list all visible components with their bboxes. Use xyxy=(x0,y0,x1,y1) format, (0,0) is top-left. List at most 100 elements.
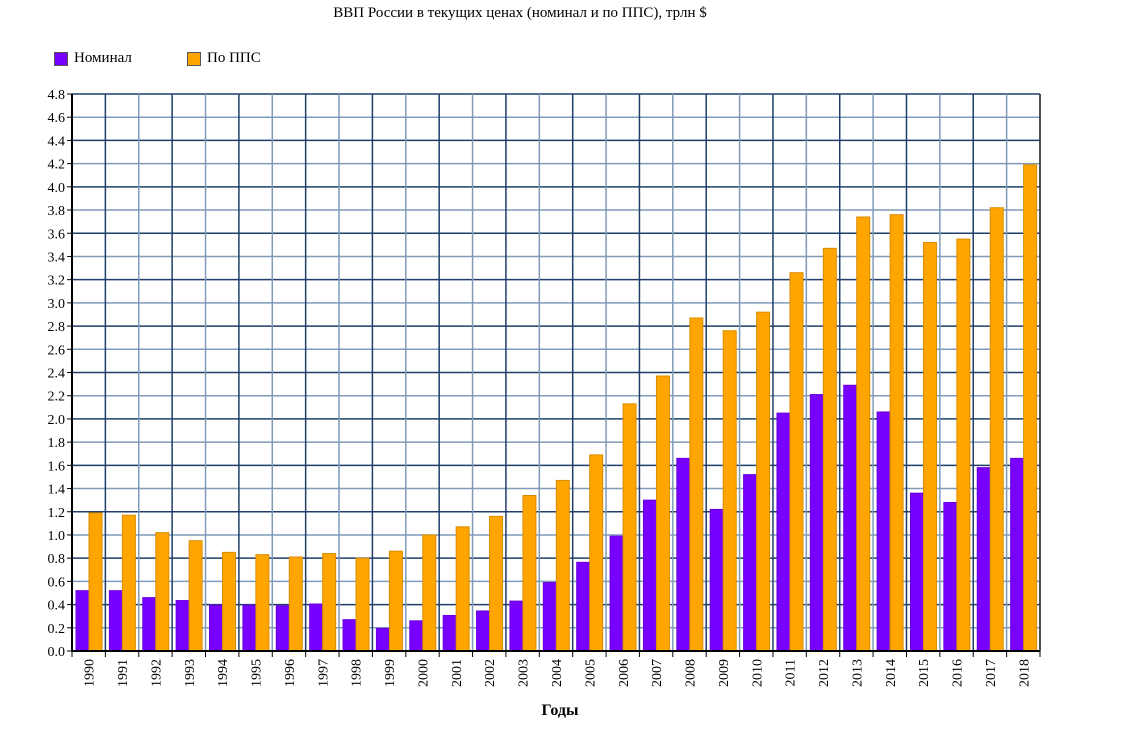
bar-ppp-2013 xyxy=(856,216,871,652)
y-tick-label: 1.4 xyxy=(48,483,66,498)
x-axis-label: Годы xyxy=(541,702,579,719)
y-tick-label: 0.6 xyxy=(48,575,66,590)
x-tick-label: 2001 xyxy=(450,659,465,687)
bar-ppp-2014 xyxy=(889,214,904,652)
y-tick-label: 3.2 xyxy=(48,274,66,289)
legend-label-ppp: По ППС xyxy=(207,50,261,66)
bar-ppp-1992 xyxy=(155,532,170,652)
chart-title: ВВП России в текущих ценах (номинал и по… xyxy=(333,5,707,21)
bar-ppp-2004 xyxy=(555,479,570,652)
x-tick-label: 2011 xyxy=(784,659,799,686)
bar-ppp-1999 xyxy=(388,550,403,652)
bar-ppp-2018 xyxy=(1023,164,1038,652)
bar-ppp-2012 xyxy=(822,247,837,652)
y-tick-label: 0.2 xyxy=(48,622,66,637)
legend-swatch-ppp xyxy=(187,51,201,66)
bar-ppp-2001 xyxy=(455,526,470,652)
bar-ppp-2009 xyxy=(722,330,737,652)
y-tick-label: 4.0 xyxy=(48,181,66,196)
x-tick-label: 2006 xyxy=(617,659,632,687)
x-tick-label: 1994 xyxy=(216,659,231,687)
bar-nominal-2007 xyxy=(642,499,657,652)
x-tick-label: 2016 xyxy=(951,659,966,687)
bar-ppp-2015 xyxy=(922,242,937,652)
x-tick-label: 2005 xyxy=(583,659,598,687)
legend-item-nominal: Номинал xyxy=(54,50,132,67)
bar-nominal-2018 xyxy=(1010,457,1025,652)
bar-nominal-2002 xyxy=(476,610,491,652)
bar-nominal-1994 xyxy=(209,604,224,652)
x-tick-label: 2012 xyxy=(817,659,832,687)
x-tick-label: 2002 xyxy=(483,659,498,687)
bar-nominal-2013 xyxy=(843,384,858,652)
x-tick-label: 2004 xyxy=(550,659,565,687)
bar-nominal-2009 xyxy=(709,508,724,652)
bar-ppp-2016 xyxy=(956,238,971,652)
x-tick-label: 2000 xyxy=(416,659,431,687)
bar-nominal-1990 xyxy=(75,590,90,652)
x-tick-label: 2007 xyxy=(650,659,665,687)
x-tick-label: 1996 xyxy=(283,659,298,687)
y-tick-label: 0.4 xyxy=(48,599,66,614)
y-tick-label: 2.0 xyxy=(48,413,66,428)
bar-ppp-1994 xyxy=(222,551,237,652)
x-tick-label: 2013 xyxy=(850,659,865,687)
bar-ppp-2008 xyxy=(689,317,704,652)
bar-nominal-2006 xyxy=(609,535,624,652)
y-tick-label: 0.0 xyxy=(48,645,66,660)
bar-nominal-2014 xyxy=(876,411,891,652)
bar-nominal-1992 xyxy=(142,597,157,652)
y-tick-label: 3.8 xyxy=(48,204,66,219)
bar-nominal-2012 xyxy=(809,394,824,652)
x-tick-label: 2017 xyxy=(984,659,999,687)
bar-nominal-1999 xyxy=(375,627,390,652)
bar-ppp-1990 xyxy=(88,512,103,652)
x-tick-label: 2003 xyxy=(517,659,532,687)
x-tick-label: 1992 xyxy=(149,659,164,687)
bar-nominal-2017 xyxy=(976,467,991,652)
bar-ppp-2006 xyxy=(622,403,637,652)
y-tick-label: 3.0 xyxy=(48,297,66,312)
y-tick-label: 2.6 xyxy=(48,343,66,358)
bar-nominal-2011 xyxy=(776,412,791,652)
bar-nominal-2000 xyxy=(409,620,424,652)
bar-ppp-2007 xyxy=(655,375,670,652)
bar-nominal-2016 xyxy=(943,501,958,652)
bar-nominal-1995 xyxy=(242,604,257,652)
x-tick-label: 2008 xyxy=(684,659,699,687)
bar-nominal-2015 xyxy=(909,492,924,652)
bar-nominal-1991 xyxy=(108,590,123,652)
bar-nominal-2001 xyxy=(442,614,457,652)
x-tick-label: 2009 xyxy=(717,659,732,687)
bar-nominal-2008 xyxy=(676,457,691,652)
y-tick-label: 2.8 xyxy=(48,320,66,335)
x-tick-label: 1990 xyxy=(83,659,98,687)
bar-nominal-2010 xyxy=(743,474,758,652)
x-tick-label: 2015 xyxy=(917,659,932,687)
bar-ppp-2000 xyxy=(422,534,437,652)
bar-ppp-2017 xyxy=(989,207,1004,652)
legend-swatch-nominal xyxy=(54,51,68,66)
bar-ppp-2002 xyxy=(489,515,504,652)
bar-ppp-2003 xyxy=(522,495,537,652)
bar-nominal-1997 xyxy=(309,603,324,652)
y-tick-label: 2.2 xyxy=(48,390,66,405)
y-tick-label: 3.4 xyxy=(48,250,66,265)
bar-nominal-2004 xyxy=(542,582,557,652)
bar-ppp-2011 xyxy=(789,272,804,652)
bar-ppp-2010 xyxy=(756,311,771,652)
x-tick-label: 2010 xyxy=(750,659,765,687)
bar-nominal-2003 xyxy=(509,600,524,652)
bar-nominal-1993 xyxy=(175,600,190,652)
x-tick-label: 1991 xyxy=(116,659,131,687)
x-tick-label: 2018 xyxy=(1017,659,1032,687)
y-tick-label: 1.8 xyxy=(48,436,66,451)
x-tick-label: 1998 xyxy=(350,659,365,687)
y-tick-label: 4.8 xyxy=(48,88,66,103)
y-tick-label: 1.2 xyxy=(48,506,66,521)
y-tick-label: 4.2 xyxy=(48,158,66,173)
bar-nominal-1998 xyxy=(342,619,357,652)
bar-ppp-1993 xyxy=(188,540,203,652)
x-tick-label: 1999 xyxy=(383,659,398,687)
